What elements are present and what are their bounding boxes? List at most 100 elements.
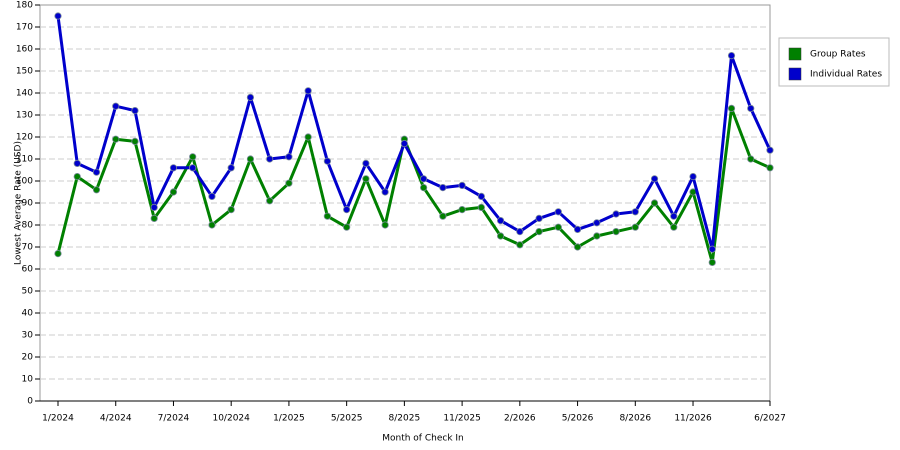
data-point: [593, 219, 601, 227]
data-point: [650, 199, 659, 207]
y-tick-label: 50: [22, 287, 34, 297]
y-tick-label: 160: [16, 45, 33, 55]
x-tick-label: 6/2027: [754, 414, 786, 424]
data-point: [112, 102, 120, 110]
data-point: [535, 214, 543, 222]
data-point: [362, 175, 370, 183]
y-tick-label: 120: [16, 133, 33, 143]
data-point: [439, 212, 447, 220]
data-point: [381, 221, 389, 229]
data-point: [554, 223, 562, 231]
data-point: [246, 93, 255, 102]
data-point: [631, 208, 639, 216]
data-point: [112, 135, 120, 143]
y-tick-label: 40: [22, 309, 34, 319]
data-point: [150, 214, 158, 222]
data-point: [631, 223, 639, 231]
data-point: [227, 164, 235, 172]
legend-label: Group Rates: [810, 50, 866, 60]
data-point: [458, 181, 466, 189]
data-point: [323, 212, 332, 220]
y-tick-label: 60: [22, 265, 34, 275]
y-tick-label: 20: [22, 353, 34, 363]
data-point: [516, 241, 524, 249]
data-point: [150, 203, 158, 211]
x-tick-label: 11/2026: [674, 414, 712, 424]
data-point: [73, 173, 81, 181]
x-axis-label: Month of Check In: [382, 434, 464, 444]
data-point: [400, 140, 408, 148]
data-point: [208, 192, 216, 200]
x-tick-label: 8/2025: [389, 414, 421, 424]
x-tick-label: 1/2024: [42, 414, 74, 424]
data-point: [362, 159, 370, 167]
data-point: [670, 212, 678, 220]
data-point: [420, 184, 428, 192]
y-tick-label: 170: [16, 23, 33, 33]
data-point: [92, 186, 101, 194]
y-tick-label: 0: [27, 397, 33, 407]
y-tick-label: 10: [22, 375, 34, 385]
data-point: [708, 245, 716, 253]
y-tick-label: 30: [22, 331, 34, 341]
data-point: [246, 155, 255, 163]
data-point: [208, 221, 216, 229]
data-point: [304, 133, 312, 141]
data-point: [766, 164, 774, 172]
x-tick-label: 11/2025: [443, 414, 480, 424]
data-point: [439, 184, 447, 192]
data-point: [343, 223, 351, 231]
data-point: [747, 155, 755, 163]
y-axis-label: Lowest Average Rate (USD): [14, 141, 24, 265]
data-point: [343, 206, 351, 214]
y-tick-label: 100: [16, 177, 33, 187]
data-point: [285, 153, 293, 161]
data-point: [535, 228, 543, 236]
data-point: [131, 137, 139, 145]
data-point: [612, 228, 620, 236]
data-point: [381, 188, 389, 196]
data-point: [708, 258, 716, 266]
data-point: [516, 228, 524, 236]
data-point: [496, 217, 505, 225]
y-tick-label: 130: [16, 111, 33, 121]
data-point: [266, 197, 274, 205]
data-point: [593, 232, 601, 240]
data-point: [727, 51, 736, 60]
data-point: [477, 203, 485, 211]
legend-swatch: [788, 67, 802, 81]
legend-label: Individual Rates: [810, 70, 882, 80]
data-point: [169, 164, 178, 172]
data-point: [766, 146, 774, 154]
data-point: [131, 107, 139, 115]
x-tick-label: 4/2024: [100, 414, 132, 424]
data-point: [573, 225, 582, 233]
y-tick-label: 110: [16, 155, 33, 165]
x-tick-label: 1/2025: [273, 414, 305, 424]
data-point: [477, 192, 485, 200]
data-point: [650, 175, 659, 183]
x-tick-label: 7/2024: [158, 414, 190, 424]
y-tick-label: 90: [22, 199, 34, 209]
data-point: [304, 87, 312, 95]
x-tick-label: 5/2026: [562, 414, 594, 424]
data-point: [54, 250, 62, 258]
data-point: [189, 153, 197, 161]
y-tick-label: 80: [22, 221, 34, 231]
data-point: [227, 206, 235, 214]
data-point: [73, 159, 81, 167]
data-point: [689, 173, 697, 181]
data-point: [420, 175, 428, 183]
data-point: [169, 188, 178, 196]
data-point: [323, 157, 332, 165]
x-tick-label: 5/2025: [331, 414, 363, 424]
data-point: [554, 208, 562, 216]
data-point: [92, 168, 101, 176]
data-point: [54, 12, 62, 20]
data-point: [573, 243, 582, 251]
y-tick-label: 70: [22, 243, 34, 253]
data-point: [496, 232, 505, 240]
data-point: [612, 210, 620, 218]
x-tick-label: 8/2026: [619, 414, 651, 424]
